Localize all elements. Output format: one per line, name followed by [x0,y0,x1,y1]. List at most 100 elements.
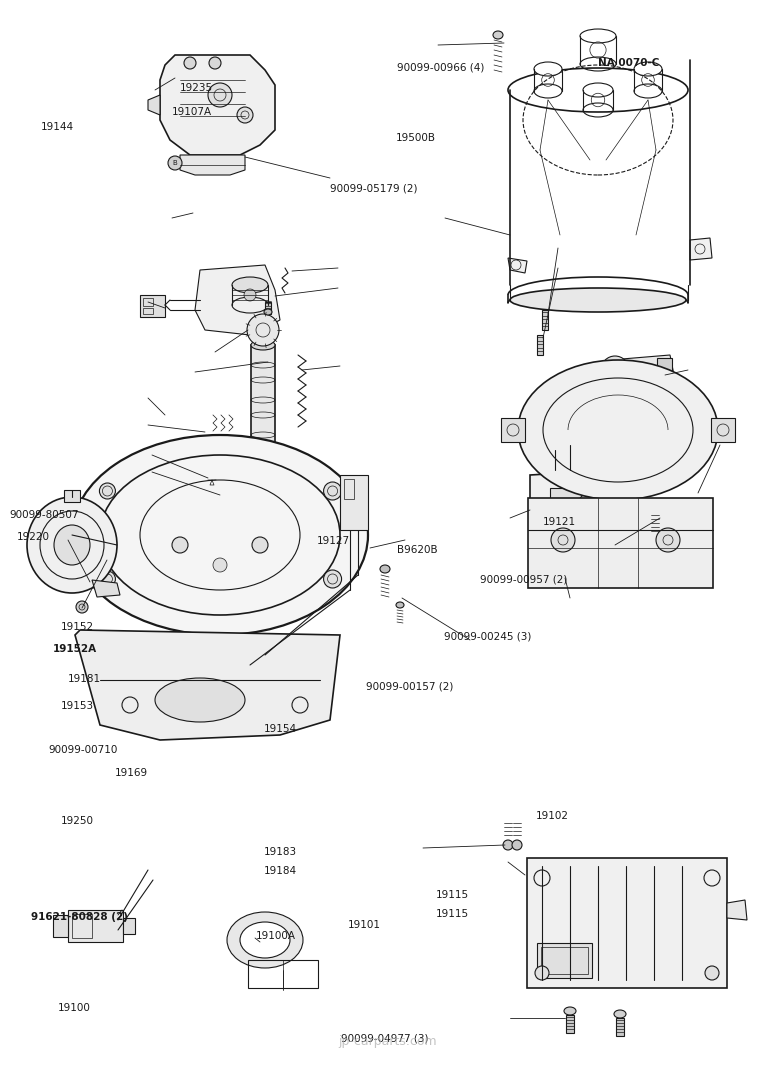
Text: 19154: 19154 [264,723,297,734]
Bar [541,946,588,975]
Ellipse shape [155,678,245,722]
Text: 19181: 19181 [68,674,102,685]
Text: 90099-00966 (4): 90099-00966 (4) [397,63,485,73]
Polygon shape [160,55,275,155]
Circle shape [578,493,602,517]
Bar [542,310,548,330]
Polygon shape [180,155,245,175]
Circle shape [184,57,196,69]
Bar [528,498,713,588]
Circle shape [324,570,341,588]
Text: 19153: 19153 [61,701,94,711]
Text: 19500B: 19500B [396,133,436,143]
Ellipse shape [240,922,290,958]
Ellipse shape [251,340,275,350]
Bar [68,910,123,942]
Bar [251,345,275,475]
Ellipse shape [564,1007,576,1015]
Bar [123,918,135,934]
Text: 90099-04977 (3): 90099-04977 (3) [341,1033,429,1044]
Ellipse shape [493,31,503,39]
Circle shape [168,156,182,170]
Ellipse shape [510,288,686,312]
Ellipse shape [518,360,718,500]
Text: 90099-00710: 90099-00710 [48,745,117,756]
Polygon shape [218,460,283,495]
Bar [248,960,318,989]
Text: 19235: 19235 [180,83,213,94]
Text: NA 0070-C: NA 0070-C [598,57,659,68]
Circle shape [551,528,575,552]
Polygon shape [508,258,527,273]
Circle shape [324,482,341,500]
Bar [53,915,68,937]
Ellipse shape [27,497,117,593]
Polygon shape [92,580,120,597]
Circle shape [213,558,227,572]
Circle shape [237,107,253,123]
Ellipse shape [54,525,90,565]
Circle shape [656,528,680,552]
Text: 90099-00157 (2): 90099-00157 (2) [366,681,454,692]
Bar [566,1015,574,1033]
Bar [537,943,592,978]
Ellipse shape [583,83,613,97]
Text: 19183: 19183 [264,846,297,857]
Bar [64,490,80,502]
Text: 19152: 19152 [61,622,94,633]
Text: 90099-00245 (3): 90099-00245 (3) [444,631,532,641]
Bar [340,475,368,530]
Text: 19144: 19144 [40,122,74,133]
Text: 19169: 19169 [115,768,148,778]
Polygon shape [530,470,620,550]
Ellipse shape [232,277,268,293]
Bar [537,335,543,355]
Text: 19107A: 19107A [172,107,213,118]
Text: 19121: 19121 [543,516,577,527]
Text: 19100: 19100 [58,1003,91,1013]
Bar [344,479,354,499]
Circle shape [560,436,570,445]
Bar [616,1018,624,1036]
Text: 19115: 19115 [436,909,469,920]
Bar [527,858,727,989]
Text: 19115: 19115 [436,889,469,900]
Bar [550,488,590,526]
Polygon shape [218,507,285,530]
Text: 19220: 19220 [17,531,50,542]
Ellipse shape [227,912,303,968]
Bar [657,358,672,381]
Ellipse shape [614,1010,626,1018]
Text: 90099-80507: 90099-80507 [9,510,79,521]
Ellipse shape [396,602,404,608]
Bar [140,295,165,317]
Bar [265,302,271,314]
Ellipse shape [264,309,272,315]
Circle shape [512,840,522,849]
Text: 19102: 19102 [535,811,569,821]
Polygon shape [195,265,280,335]
Ellipse shape [251,470,275,480]
Ellipse shape [634,63,662,77]
Polygon shape [610,355,675,385]
Circle shape [208,83,232,107]
Text: B9620B: B9620B [397,544,438,555]
Text: 90099-05179 (2): 90099-05179 (2) [330,183,417,194]
Ellipse shape [534,63,562,77]
Text: B: B [172,160,178,166]
Circle shape [247,314,279,346]
Bar [711,418,735,442]
Bar [143,298,153,306]
Ellipse shape [380,565,390,573]
Text: 91621-80828 (2): 91621-80828 (2) [31,912,128,923]
Circle shape [99,483,116,499]
Circle shape [76,602,88,613]
Polygon shape [620,495,638,522]
Ellipse shape [244,289,256,301]
Circle shape [172,537,188,553]
Circle shape [705,966,719,980]
Text: 19184: 19184 [264,866,297,876]
Bar [72,914,92,938]
Ellipse shape [580,29,616,43]
Circle shape [209,57,221,69]
